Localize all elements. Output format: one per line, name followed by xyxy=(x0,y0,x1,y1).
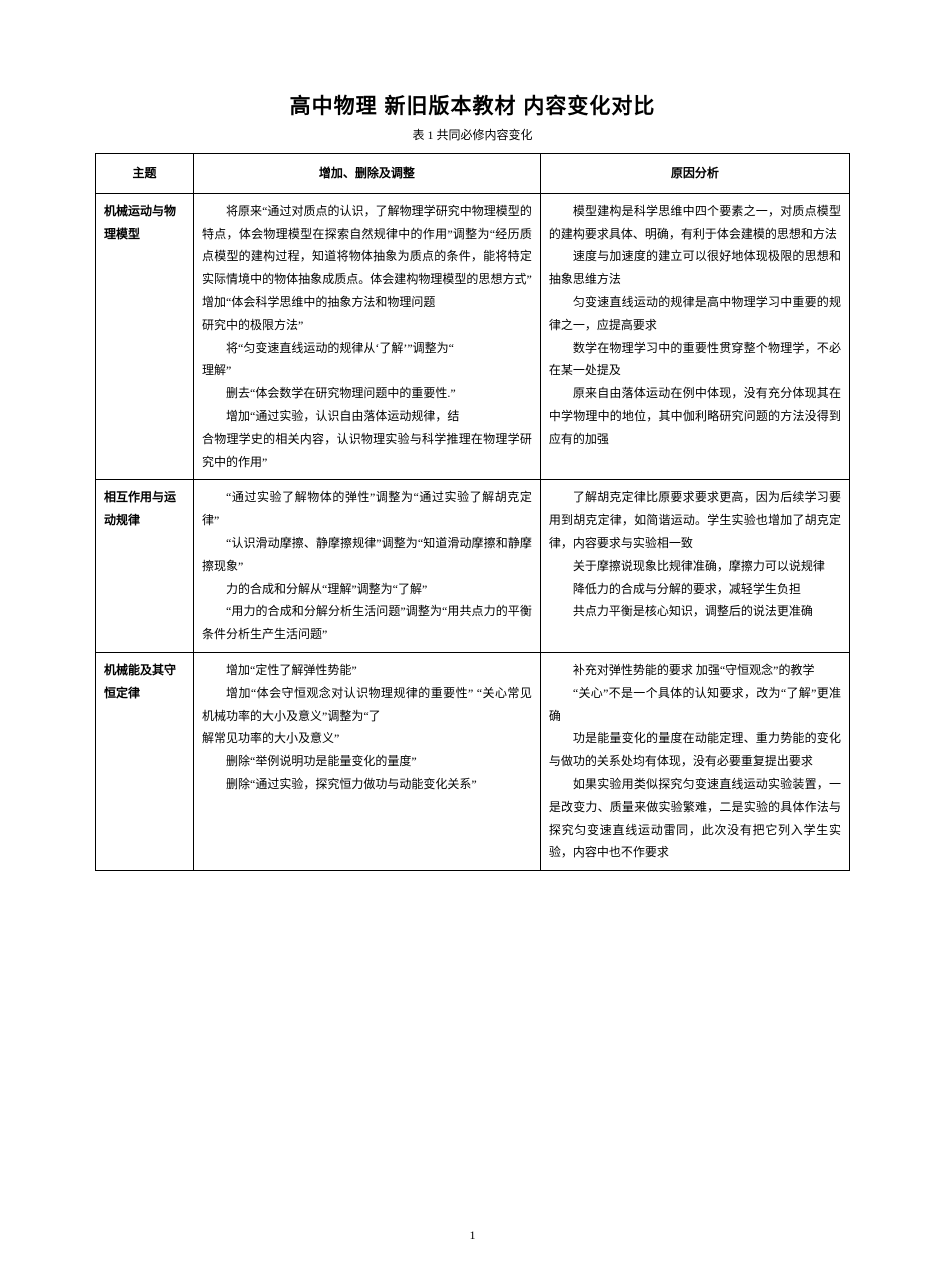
reasons-cell: 模型建构是科学思维中四个要素之一，对质点模型的建构要求具体、明确，有利于体会建模… xyxy=(540,193,849,480)
paragraph: 解常见功率的大小及意义” xyxy=(202,727,532,750)
changes-cell: 将原来“通过对质点的认识，了解物理学研究中物理模型的特点，体会物理模型在探索自然… xyxy=(194,193,541,480)
paragraph: 模型建构是科学思维中四个要素之一，对质点模型的建构要求具体、明确，有利于体会建模… xyxy=(549,200,841,246)
table-row: 机械运动与物理模型 将原来“通过对质点的认识，了解物理学研究中物理模型的特点，体… xyxy=(96,193,850,480)
page-title: 高中物理 新旧版本教材 内容变化对比 xyxy=(95,90,850,120)
paragraph: 理解” xyxy=(202,359,532,382)
paragraph: 降低力的合成与分解的要求，减轻学生负担 xyxy=(549,578,841,601)
paragraph: 研究中的极限方法” xyxy=(202,314,532,337)
header-reasons: 原因分析 xyxy=(540,154,849,194)
changes-cell: “通过实验了解物体的弹性”调整为“通过实验了解胡克定律” “认识滑动摩擦、静摩擦… xyxy=(194,480,541,653)
paragraph: 匀变速直线运动的规律是高中物理学习中重要的规律之一，应提高要求 xyxy=(549,291,841,337)
reasons-cell: 补充对弹性势能的要求 加强“守恒观念”的教学 “关心”不是一个具体的认知要求，改… xyxy=(540,652,849,870)
content-table: 主题 增加、删除及调整 原因分析 机械运动与物理模型 将原来“通过对质点的认识，… xyxy=(95,153,850,871)
paragraph: 如果实验用类似探究匀变速直线运动实验装置，一是改变力、质量来做实验繁难，二是实验… xyxy=(549,773,841,864)
paragraph: “通过实验了解物体的弹性”调整为“通过实验了解胡克定律” xyxy=(202,486,532,532)
header-topic: 主题 xyxy=(96,154,194,194)
paragraph: 增加“通过实验，认识自由落体运动规律，结 xyxy=(202,405,532,428)
paragraph: 原来自由落体运动在例中体现，没有充分体现其在中学物理中的地位，其中伽利略研究问题… xyxy=(549,382,841,450)
paragraph: 补充对弹性势能的要求 加强“守恒观念”的教学 xyxy=(549,659,841,682)
document-page: 高中物理 新旧版本教材 内容变化对比 表 1 共同必修内容变化 主题 增加、删除… xyxy=(0,0,945,1283)
paragraph: 了解胡克定律比原要求要求更高，因为后续学习要用到胡克定律，如简谐运动。学生实验也… xyxy=(549,486,841,554)
paragraph: 数学在物理学习中的重要性贯穿整个物理学，不必在某一处提及 xyxy=(549,337,841,383)
paragraph: “认识滑动摩擦、静摩擦规律”调整为“知道滑动摩擦和静摩擦现象” xyxy=(202,532,532,578)
paragraph: 将原来“通过对质点的认识，了解物理学研究中物理模型的特点，体会物理模型在探索自然… xyxy=(202,200,532,314)
topic-cell: 相互作用与运动规律 xyxy=(96,480,194,653)
paragraph: 增加“体会守恒观念对认识物理规律的重要性” “关心常见机械功率的大小及意义”调整… xyxy=(202,682,532,728)
paragraph: “关心”不是一个具体的认知要求，改为“了解”更准确 xyxy=(549,682,841,728)
paragraph: 将“匀变速直线运动的规律从‘了解’”调整为“ xyxy=(202,337,532,360)
paragraph: 增加“定性了解弹性势能” xyxy=(202,659,532,682)
topic-cell: 机械运动与物理模型 xyxy=(96,193,194,480)
paragraph: 删除“通过实验，探究恒力做功与动能变化关系” xyxy=(202,773,532,796)
paragraph: 功是能量变化的量度在动能定理、重力势能的变化与做功的关系处均有体现，没有必要重复… xyxy=(549,727,841,773)
paragraph: 速度与加速度的建立可以很好地体现极限的思想和抽象思维方法 xyxy=(549,245,841,291)
table-header-row: 主题 增加、删除及调整 原因分析 xyxy=(96,154,850,194)
paragraph: 力的合成和分解从“理解”调整为“了解” xyxy=(202,578,532,601)
paragraph: 关于摩擦说现象比规律准确，摩擦力可以说规律 xyxy=(549,555,841,578)
paragraph: “用力的合成和分解分析生活问题”调整为“用共点力的平衡条件分析生产生活问题” xyxy=(202,600,532,646)
reasons-cell: 了解胡克定律比原要求要求更高，因为后续学习要用到胡克定律，如简谐运动。学生实验也… xyxy=(540,480,849,653)
header-changes: 增加、删除及调整 xyxy=(194,154,541,194)
table-row: 机械能及其守恒定律 增加“定性了解弹性势能” 增加“体会守恒观念对认识物理规律的… xyxy=(96,652,850,870)
table-row: 相互作用与运动规律 “通过实验了解物体的弹性”调整为“通过实验了解胡克定律” “… xyxy=(96,480,850,653)
paragraph: 合物理学史的相关内容，认识物理实验与科学推理在物理学研究中的作用” xyxy=(202,428,532,474)
paragraph: 删去“体会数学在研究物理问题中的重要性.” xyxy=(202,382,532,405)
page-number: 1 xyxy=(470,1228,476,1243)
changes-cell: 增加“定性了解弹性势能” 增加“体会守恒观念对认识物理规律的重要性” “关心常见… xyxy=(194,652,541,870)
paragraph: 删除“举例说明功是能量变化的量度” xyxy=(202,750,532,773)
topic-cell: 机械能及其守恒定律 xyxy=(96,652,194,870)
paragraph: 共点力平衡是核心知识，调整后的说法更准确 xyxy=(549,600,841,623)
page-subtitle: 表 1 共同必修内容变化 xyxy=(95,126,850,143)
